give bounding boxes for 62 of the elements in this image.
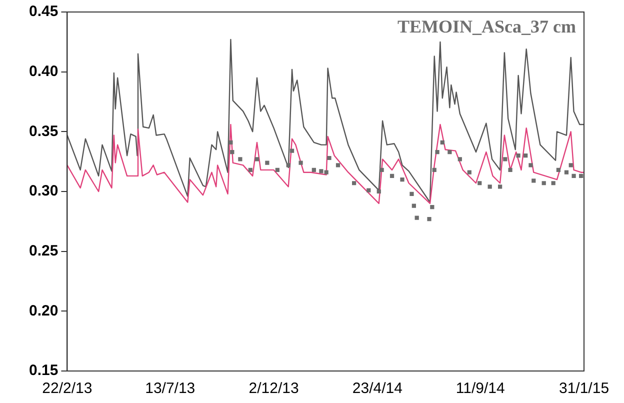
point: [376, 189, 381, 194]
point: [430, 205, 434, 210]
x-tick-label: 31/1/15: [558, 380, 610, 398]
point: [275, 168, 280, 172]
chart-title: TEMOIN_ASca_37 cm: [398, 16, 576, 37]
y-tick-label: 0.25: [28, 242, 58, 260]
point: [228, 140, 233, 144]
y-tick-label: 0.30: [28, 182, 58, 200]
point: [524, 154, 528, 158]
x-tick-label: 22/2/13: [42, 380, 92, 398]
point: [488, 184, 492, 189]
point: [427, 216, 432, 222]
point: [440, 140, 444, 144]
point: [400, 177, 404, 182]
point: [498, 184, 502, 189]
point: [556, 168, 561, 172]
x-tick-label: 2/12/13: [248, 380, 299, 398]
point: [327, 156, 332, 160]
point: [352, 181, 356, 186]
point: [380, 168, 384, 172]
point: [336, 163, 340, 168]
point: [319, 169, 324, 174]
point: [390, 174, 394, 178]
point: [564, 170, 569, 174]
point: [542, 181, 546, 186]
point: [448, 150, 452, 154]
point: [516, 154, 520, 158]
point: [412, 204, 416, 208]
point: [579, 174, 584, 178]
y-tick-label: 0.15: [28, 362, 58, 380]
point: [467, 170, 472, 174]
point: [265, 160, 270, 165]
x-tick-label: 11/9/14: [456, 380, 505, 398]
point: [551, 181, 556, 186]
point: [568, 163, 573, 168]
y-tick-label: 0.20: [28, 302, 58, 320]
x-tick-label: 23/4/14: [352, 380, 402, 398]
y-tick-label: 0.45: [28, 3, 58, 20]
point: [432, 168, 436, 172]
point: [290, 148, 294, 153]
y-tick-label: 0.35: [28, 122, 58, 140]
point: [508, 168, 512, 172]
point: [298, 160, 303, 165]
point: [572, 174, 576, 178]
x-tick-label: 13/7/13: [145, 380, 196, 398]
point: [238, 157, 242, 162]
point: [435, 150, 440, 154]
y-tick-label: 0.40: [28, 62, 58, 80]
point: [532, 178, 536, 183]
point: [528, 163, 533, 168]
point: [312, 168, 316, 172]
point: [458, 157, 462, 162]
point: [410, 192, 414, 196]
point: [286, 163, 290, 168]
point: [254, 157, 260, 162]
point: [503, 157, 508, 162]
point: [414, 216, 419, 220]
point: [478, 181, 482, 186]
point: [230, 150, 234, 154]
point: [324, 170, 328, 174]
point: [366, 188, 371, 192]
point: [248, 168, 252, 172]
